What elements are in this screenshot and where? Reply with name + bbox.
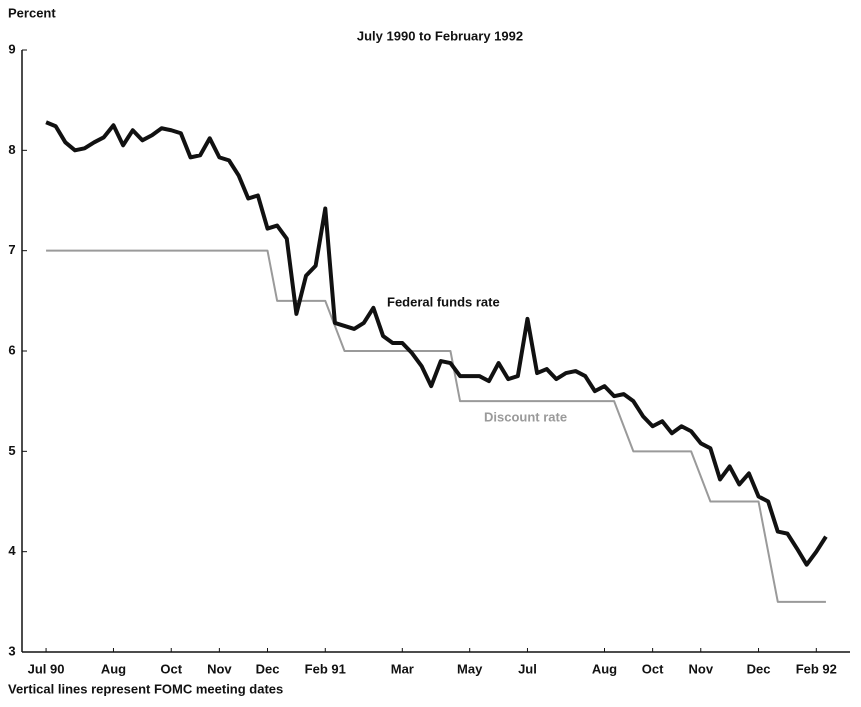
x-tick-label: Nov xyxy=(207,661,232,676)
chart-title: July 1990 to February 1992 xyxy=(357,28,523,43)
x-tick-label: May xyxy=(457,661,483,676)
series-line xyxy=(46,249,826,603)
x-tick-label: Dec xyxy=(256,661,280,676)
x-tick-label: Nov xyxy=(688,661,713,676)
y-tick-label: 7 xyxy=(8,242,15,257)
y-tick-label: 6 xyxy=(8,342,15,357)
y-tick-label: 8 xyxy=(8,142,15,157)
series-label: Discount rate xyxy=(484,409,567,424)
x-tick-label: Dec xyxy=(747,661,771,676)
x-tick-label: Aug xyxy=(592,661,617,676)
y-axis-label: Percent xyxy=(8,5,56,20)
x-tick-label: Feb 92 xyxy=(796,661,837,676)
series-label: Federal funds rate xyxy=(387,294,500,309)
x-tick-label: Jul xyxy=(518,661,537,676)
x-tick-label: Oct xyxy=(642,661,664,676)
x-tick-label: Oct xyxy=(160,661,182,676)
x-tick-label: Aug xyxy=(101,661,126,676)
y-tick-label: 9 xyxy=(8,41,15,56)
series-line xyxy=(45,120,828,567)
x-tick-label: Feb 91 xyxy=(305,661,346,676)
y-tick-label: 5 xyxy=(8,443,15,458)
y-tick-label: 3 xyxy=(8,643,15,658)
y-tick-label: 4 xyxy=(8,543,16,558)
footnote: Vertical lines represent FOMC meeting da… xyxy=(8,681,283,696)
x-tick-label: Mar xyxy=(391,661,414,676)
x-tick-label: Jul 90 xyxy=(28,661,65,676)
